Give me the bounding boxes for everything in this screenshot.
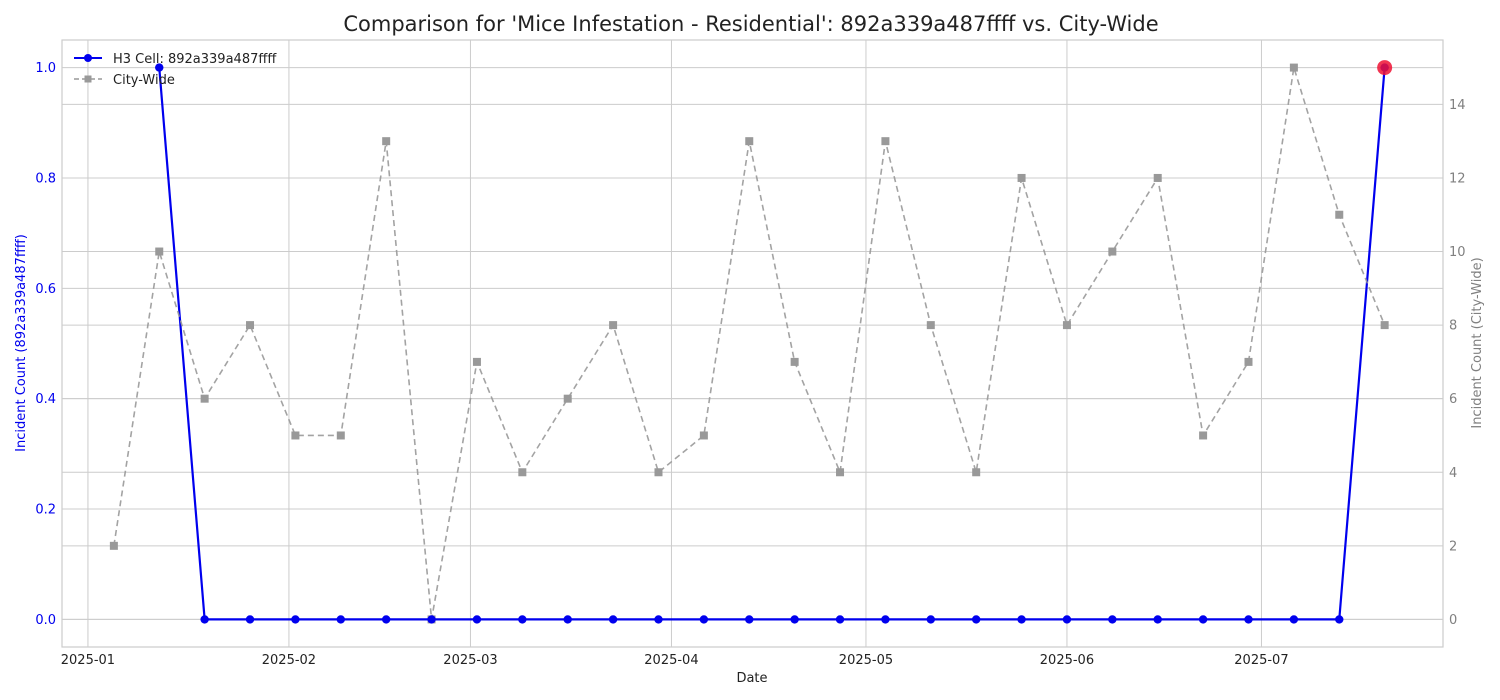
x-tick-label: 2025-04 <box>644 653 698 668</box>
h3-point <box>563 615 572 624</box>
city-point <box>881 137 890 146</box>
right-y-tick-label: 0 <box>1449 613 1457 628</box>
left-y-tick-label: 0.6 <box>35 282 56 297</box>
city-point <box>1017 173 1026 182</box>
city-point <box>382 137 391 146</box>
right-y-axis-label: Incident Count (City-Wide) <box>1470 257 1485 428</box>
h3-point <box>1108 615 1117 624</box>
left-y-tick-label: 0.8 <box>35 171 56 186</box>
x-tick-label: 2025-02 <box>262 653 316 668</box>
x-tick-label: 2025-07 <box>1234 653 1288 668</box>
h3-point <box>1289 615 1299 624</box>
city-point <box>609 321 618 330</box>
h3-point <box>381 615 391 624</box>
city-point <box>1244 357 1253 366</box>
x-tick-label: 2025-03 <box>443 653 497 668</box>
h3-point <box>1017 615 1026 624</box>
h3-point <box>926 615 935 624</box>
legend-city-label: City-Wide <box>113 73 175 88</box>
chart-title: Comparison for 'Mice Infestation - Resid… <box>343 12 1158 36</box>
left-y-tick-label: 0.2 <box>35 503 56 518</box>
left-y-tick-label: 1.0 <box>35 61 56 76</box>
h3-point <box>472 615 482 624</box>
city-point <box>1108 247 1117 256</box>
h3-point <box>699 615 709 624</box>
x-tick-label: 2025-06 <box>1040 653 1094 668</box>
city-point <box>291 431 300 440</box>
h3-point <box>654 615 663 624</box>
h3-point <box>336 615 345 624</box>
city-point <box>1380 321 1389 330</box>
city-point <box>336 431 345 440</box>
h3-point <box>608 615 618 624</box>
city-point <box>1335 210 1344 219</box>
h3-point <box>518 615 527 624</box>
city-point <box>200 394 209 403</box>
h3-point <box>835 615 845 624</box>
legend: H3 Cell: 892a339a487ffff City-Wide <box>74 52 277 88</box>
city-point <box>790 357 799 366</box>
x-tick-label: 2025-05 <box>839 653 893 668</box>
city-point <box>109 541 118 550</box>
h3-point <box>245 615 255 624</box>
city-point <box>745 137 754 146</box>
legend-city-marker <box>84 75 92 83</box>
h3-point <box>790 615 799 624</box>
legend-h3-label: H3 Cell: 892a339a487ffff <box>113 52 277 67</box>
h3-point <box>971 615 981 624</box>
city-point <box>155 247 164 256</box>
right-y-tick-label: 10 <box>1449 245 1466 260</box>
h3-point <box>427 615 436 624</box>
h3-point <box>1335 615 1344 624</box>
legend-h3-marker <box>84 54 92 62</box>
city-point <box>836 468 845 477</box>
x-axis-label: Date <box>736 671 767 686</box>
highlight-point <box>1377 60 1393 76</box>
city-point <box>699 431 708 440</box>
city-point <box>246 321 255 330</box>
city-point <box>518 468 527 477</box>
h3-point <box>881 615 890 624</box>
city-point <box>1062 321 1071 330</box>
right-y-tick-label: 12 <box>1449 171 1466 186</box>
right-y-tick-label: 6 <box>1449 392 1457 407</box>
city-point <box>472 357 481 366</box>
h3-point <box>291 615 300 624</box>
h3-point <box>200 615 209 624</box>
left-y-tick-label: 0.0 <box>35 613 56 628</box>
city-point <box>563 394 572 403</box>
right-y-tick-label: 8 <box>1449 319 1457 334</box>
right-y-tick-label: 4 <box>1449 466 1457 481</box>
h3-series-line <box>158 67 1386 621</box>
x-tick-label: 2025-01 <box>61 653 115 668</box>
right-y-tick-label: 14 <box>1449 98 1466 113</box>
h3-point <box>1244 615 1253 624</box>
city-point <box>1199 431 1208 440</box>
left-y-axis-label: Incident Count (892a339a487ffff) <box>14 234 29 452</box>
right-y-tick-label: 2 <box>1449 539 1457 554</box>
left-y-tick-label: 0.4 <box>35 392 56 407</box>
city-point <box>654 468 663 477</box>
h3-point <box>155 63 164 72</box>
city-point <box>926 321 935 330</box>
city-point <box>1153 173 1162 182</box>
plot-frame <box>61 39 1444 648</box>
h3-point <box>1198 615 1208 624</box>
city-point <box>972 468 981 477</box>
h3-point <box>1062 615 1072 624</box>
h3-point <box>1153 615 1162 624</box>
plot-area: 2025-01 2025-02 2025-03 2025-04 2025-05 2025-… <box>35 39 1466 668</box>
city-point <box>1289 63 1298 72</box>
h3-point <box>745 615 754 624</box>
